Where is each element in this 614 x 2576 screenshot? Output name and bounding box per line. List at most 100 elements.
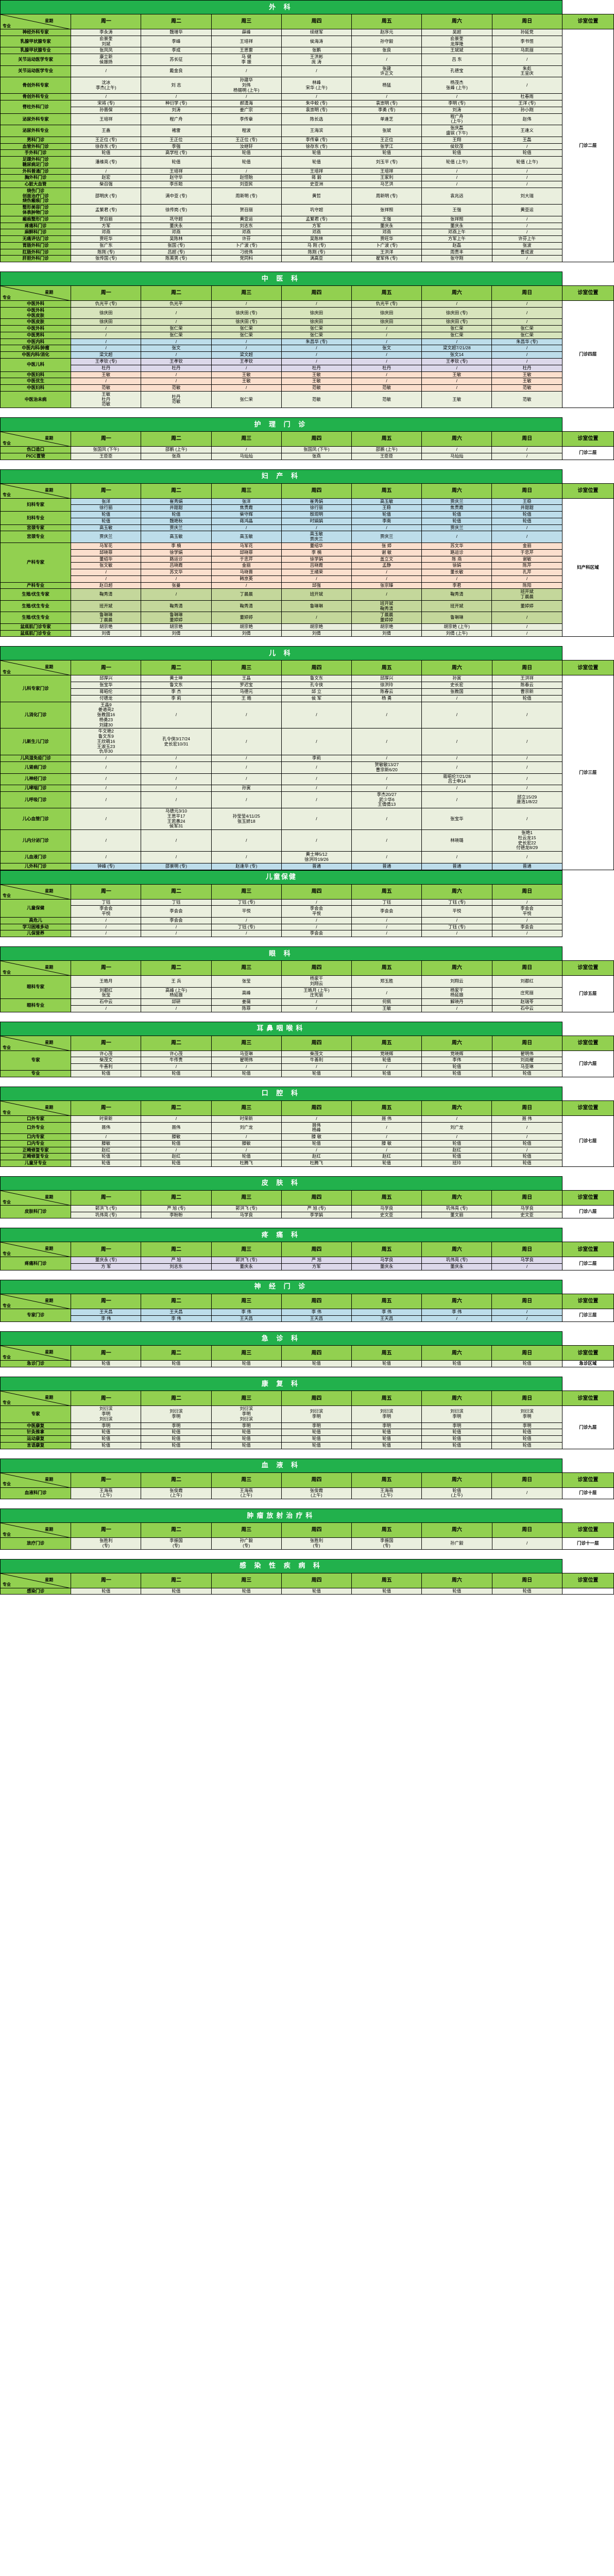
header-room-location: 诊室位置 xyxy=(561,1345,614,1361)
department-title: 肿瘤放射治疗科 xyxy=(0,1509,562,1523)
schedule-cell-d4: 鲁文东 xyxy=(281,675,352,683)
schedule-cell-d5: 轮值 xyxy=(351,149,422,157)
schedule-cell-d6: 贾庆兰 xyxy=(421,498,492,505)
schedule-cell-d2: 鞠秀清 xyxy=(141,600,212,613)
schedule-cell-d2: 王培祥 xyxy=(141,167,212,175)
schedule-cell-d6: 刘涛 xyxy=(421,106,492,114)
schedule-table: 感 染 性 疾 病 科星期 专业 周一 周二 周三 周四 周五 周六 周日 诊室位置 感染门诊 轮值轮… xyxy=(0,1558,614,1595)
schedule-cell-d5: 王敏 xyxy=(351,1005,422,1012)
schedule-cell-d5: 范敏 xyxy=(351,384,422,392)
schedule-cell-d7: 轮值 xyxy=(491,511,562,518)
schedule-cell-d6: 张祥照 xyxy=(421,215,492,223)
schedule-cell-d7: 曹成波 xyxy=(491,248,562,256)
schedule-cell-d3: 高玉敏 xyxy=(211,531,282,543)
header-room-location: 诊室位置 xyxy=(561,14,614,29)
table-row: 生殖/优生专业 鲁琳琳 丁晨晨 鲁琳琳 董婷婷 董婷婷 / 丁晨晨 董婷婷 鲁琳琳 / xyxy=(0,612,614,624)
department-section: 皮 肤 科星期 专业 周一 周二 周三 周四 周五 周六 周日 诊室位置 皮肤科门诊 郭洪飞 (专) 严… xyxy=(0,1176,614,1219)
schedule-cell-d1: 方 军 xyxy=(71,1263,142,1270)
department-section: 肿瘤放射治疗科 星期 专业 周一 周二 周三 周四 周五 周六 周日 诊室位置 放疗门诊 张胜利 (专)… xyxy=(0,1509,614,1550)
schedule-cell-d3: 邱晓菲 xyxy=(211,549,282,556)
schedule-cell-d7: / xyxy=(491,1487,562,1500)
title-spacer xyxy=(562,1228,614,1242)
schedule-cell-d3: 赵恒贻 xyxy=(211,174,282,182)
schedule-cell-d7: 李书恒 xyxy=(491,35,562,48)
header-day-5: 周五 xyxy=(351,960,422,976)
specialty-label: 生殖/优生专业 xyxy=(0,612,72,624)
schedule-cell-d1: / xyxy=(71,917,142,924)
header-day-6: 周六 xyxy=(421,960,492,976)
header-day-4: 周四 xyxy=(281,1472,352,1488)
schedule-cell-d4: 董绍华 xyxy=(281,543,352,550)
header-day-5: 周五 xyxy=(351,1572,422,1588)
schedule-cell-d7: 轮值 xyxy=(491,1160,562,1167)
schedule-cell-d1: 贺召丽 xyxy=(71,215,142,223)
schedule-cell-d1: 王皓月 xyxy=(71,975,142,988)
schedule-cell-d5: / xyxy=(351,987,422,999)
schedule-cell-d7: / xyxy=(491,1537,562,1550)
schedule-cell-d7: 范敏 xyxy=(491,391,562,409)
specialty-label: 肛肠外科门诊 xyxy=(0,248,72,256)
specialty-label: 专家门诊 xyxy=(0,1308,72,1323)
schedule-table: 疼 痛 科星期 专业 周一 周二 周三 周四 周五 周六 周日 诊室位置 疼痛科门诊 董庆永 (专) 严… xyxy=(0,1228,614,1270)
schedule-cell-d4: / xyxy=(281,829,352,852)
schedule-cell-d6: 王斌斌 xyxy=(421,47,492,55)
schedule-cell-d4: 马 刚 (专) xyxy=(281,242,352,249)
schedule-cell-d1: 鞠秀清 xyxy=(71,588,142,601)
table-row: 正畸修复专业 轮值 赵红 轮值 赵红 赵红 轮值 轮值 xyxy=(0,1153,614,1161)
header-day-2: 周二 xyxy=(141,1190,212,1206)
table-row: 儿科专家门诊 邱厚兴 黄士坤 王晶 鲁文东 邱厚兴 孙寅 王洪祥 门诊三层 xyxy=(0,675,614,870)
schedule-cell-d3: 刘广龙 xyxy=(211,1122,282,1134)
schedule-cell-d3: 薛峰 xyxy=(211,29,282,36)
schedule-cell-d5: 谢 敏 xyxy=(351,549,422,556)
schedule-cell-d7: / xyxy=(491,345,562,352)
table-header-row: 星期 专业 周一 周二 周三 周四 周五 周六 周日 xyxy=(0,884,614,900)
header-week-label: 星期 xyxy=(45,665,54,670)
header-corner-cell: 星期 专业 xyxy=(0,960,72,976)
table-row: 口内专家 / 滕敏 / 滕 敏 / / / xyxy=(0,1133,614,1141)
schedule-cell-d4: 史亚洲 xyxy=(281,181,352,188)
schedule-cell-d3: / xyxy=(211,384,282,392)
schedule-cell-d1: 王培祥 xyxy=(71,113,142,126)
schedule-cell-d5: / xyxy=(351,351,422,359)
table-row: 学习困难多动 / / 丁钰 (专) / / 丁钰 (专) 李会会 xyxy=(0,923,614,931)
header-spec-label: 专业 xyxy=(3,23,11,28)
schedule-cell-d7: 谢敏 xyxy=(491,555,562,563)
table-row: / / 韩京英 / / / / xyxy=(1,575,614,583)
header-week-label: 星期 xyxy=(45,888,54,893)
schedule-cell-d3: 张莹 xyxy=(211,975,282,988)
schedule-cell-d2: 轮值 xyxy=(141,1160,212,1167)
schedule-cell-d6: 轮值 xyxy=(421,511,492,518)
schedule-cell-d4: 李学娟 xyxy=(281,1211,352,1219)
header-spec-label: 专业 xyxy=(3,1482,11,1487)
schedule-cell-d4: / xyxy=(281,1005,352,1012)
header-day-6: 周六 xyxy=(421,1035,492,1051)
schedule-cell-d2: 刘涛 xyxy=(141,106,212,114)
schedule-cell-d6: 张宝华 xyxy=(421,808,492,831)
sub-row-spacer xyxy=(562,930,614,937)
header-day-4: 周四 xyxy=(281,1522,352,1538)
schedule-cell-d1: / xyxy=(71,930,142,938)
schedule-cell-d2: 满中亚 (专) xyxy=(141,187,212,205)
schedule-cell-d1: 李会会 平悦 xyxy=(71,905,142,918)
diagonal-divider-icon xyxy=(1,1523,69,1537)
schedule-cell-d3: 孙莹莹4/11/25 张玉娇18 xyxy=(211,808,282,831)
header-day-3: 周三 xyxy=(211,483,282,499)
schedule-cell-d7: / xyxy=(491,630,562,637)
schedule-cell-d4: 李会会 xyxy=(281,930,352,938)
diagonal-divider-icon xyxy=(1,1346,69,1360)
schedule-cell-d3: 郝清海 xyxy=(211,100,282,107)
schedule-cell-d5: 滕 敏 xyxy=(351,1140,422,1147)
schedule-cell-d2: 杜丹 范敏 xyxy=(141,391,212,409)
schedule-cell-d2: 吕超 (专) xyxy=(141,248,212,256)
schedule-cell-d7: 王逢义 xyxy=(491,125,562,137)
schedule-cell-d5: 徐洪玲 xyxy=(351,682,422,689)
schedule-cell-d2: 赵红 xyxy=(141,1153,212,1161)
schedule-cell-d7: 王磊 xyxy=(491,136,562,144)
header-day-2: 周二 xyxy=(141,884,212,900)
room-location-value: 门诊二层 xyxy=(561,446,614,460)
schedule-cell-d3: 轮值 xyxy=(211,1429,282,1436)
schedule-cell-d7: 陈阳 xyxy=(491,582,562,589)
table-row: 中医优生 / / 王敏 王敏 / / 王敏 xyxy=(0,378,614,385)
title-spacer xyxy=(562,1087,614,1101)
schedule-cell-d7: / xyxy=(491,761,562,774)
